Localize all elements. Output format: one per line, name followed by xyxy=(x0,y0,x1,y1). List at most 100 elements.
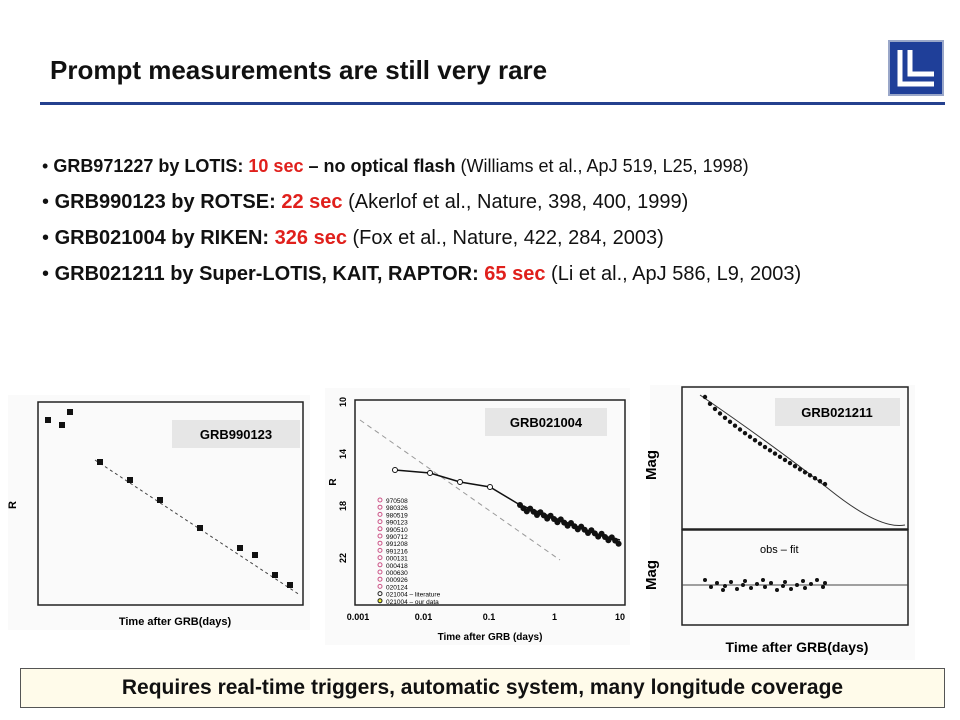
bullet-ref: (Fox et al., Nature, 422, 284, 2003) xyxy=(352,227,664,249)
point xyxy=(712,406,718,412)
point xyxy=(703,578,707,582)
point xyxy=(815,578,819,582)
legend-symbol xyxy=(377,576,383,582)
bullet-label: GRB990123 by ROTSE: xyxy=(54,191,276,213)
legend-symbol xyxy=(377,591,383,597)
x-label: Time after GRB(days) xyxy=(726,639,869,655)
legend-entry: 980326 xyxy=(386,505,408,512)
logo xyxy=(888,40,944,96)
point xyxy=(287,582,293,588)
bullet-time: 22 sec xyxy=(281,191,343,213)
y-tick-label: 22 xyxy=(338,553,348,563)
legend-symbol xyxy=(377,540,383,546)
point xyxy=(252,552,258,558)
point xyxy=(823,581,827,585)
fit-line xyxy=(359,419,561,561)
x-label: Time after GRB(days) xyxy=(119,616,232,628)
bullet-label: GRB971227 by LOTIS: xyxy=(53,156,244,176)
y-tick-label: 14 xyxy=(338,449,348,459)
bullet: • GRB021211 by Super-LOTIS, KAIT, RAPTOR… xyxy=(42,263,802,285)
x-tick-label: 10 xyxy=(615,612,625,622)
point xyxy=(737,427,743,432)
legend-symbol xyxy=(377,547,383,553)
point xyxy=(59,422,65,428)
point xyxy=(197,525,203,531)
x-tick-label: 0.1 xyxy=(483,612,496,622)
point xyxy=(741,583,745,587)
bullet-note: – no optical flash xyxy=(308,156,456,176)
bullet-list: • GRB971227 by LOTIS: 10 sec – no optica… xyxy=(42,152,927,296)
point xyxy=(722,415,728,420)
bullet-label: GRB021211 by Super-LOTIS, KAIT, RAPTOR: xyxy=(54,263,479,285)
plot-bg xyxy=(650,385,915,660)
y-tick-label: 18 xyxy=(338,501,348,511)
footer-box: Requires real-time triggers, automatic s… xyxy=(20,668,945,708)
legend-symbol xyxy=(377,497,383,503)
point xyxy=(707,401,713,407)
point xyxy=(392,467,398,473)
point xyxy=(797,467,803,472)
legend-entry: 991216 xyxy=(386,548,408,555)
point xyxy=(742,430,748,436)
legend-symbol xyxy=(377,562,383,568)
point xyxy=(157,497,163,503)
point xyxy=(237,545,243,551)
point xyxy=(755,582,759,586)
bullet-time: 10 sec xyxy=(248,156,304,176)
point xyxy=(803,586,807,590)
point xyxy=(792,464,798,469)
point xyxy=(127,477,133,483)
legend-symbol xyxy=(377,533,383,539)
slide-title: Prompt measurements are still very rare xyxy=(50,55,548,85)
legend-entry: 000131 xyxy=(386,556,408,563)
fit-curve xyxy=(699,394,906,527)
x-tick-label: 0.01 xyxy=(415,612,433,622)
point xyxy=(272,572,278,578)
legend-entry: 980519 xyxy=(386,512,408,519)
bullet: • GRB021004 by RIKEN: 326 sec (Fox et al… xyxy=(42,227,664,249)
bullet-ref: (Williams et al., ApJ 519, L25, 1998) xyxy=(460,156,749,176)
point xyxy=(762,444,768,450)
point xyxy=(709,585,713,589)
y-tick-label: 10 xyxy=(338,397,348,407)
point xyxy=(767,448,773,453)
point xyxy=(702,394,708,400)
point xyxy=(457,479,463,485)
point xyxy=(727,419,733,425)
point xyxy=(735,587,739,591)
point xyxy=(763,585,767,589)
point xyxy=(812,476,818,481)
y-label: Mag xyxy=(643,450,660,480)
point xyxy=(789,587,793,591)
legend-entry: 970508 xyxy=(386,498,408,505)
legend-entry: 000926 xyxy=(386,577,408,584)
legend-symbol xyxy=(377,504,383,510)
y-label: R xyxy=(328,478,339,486)
point xyxy=(821,585,825,589)
plot-frame xyxy=(681,386,909,530)
legend-entry: 990123 xyxy=(386,520,408,527)
point xyxy=(67,409,73,415)
title-rule xyxy=(40,102,945,105)
point xyxy=(783,580,787,584)
point xyxy=(795,583,799,587)
residual-frame xyxy=(681,529,909,626)
point xyxy=(822,481,828,487)
point xyxy=(487,484,493,490)
legend-entry: 020124 xyxy=(386,584,408,591)
point xyxy=(615,540,622,547)
legend-symbol xyxy=(377,519,383,525)
point xyxy=(427,470,433,476)
plot-tag: GRB021211 xyxy=(801,405,873,420)
point xyxy=(717,411,723,416)
bullet-time: 326 sec xyxy=(274,227,347,249)
x-tick-label: 1 xyxy=(552,612,557,622)
legend-symbol xyxy=(377,555,383,561)
point xyxy=(772,451,778,456)
y-label: R xyxy=(7,501,19,509)
point xyxy=(769,581,773,585)
legend-entry: 021004 – literature xyxy=(386,592,441,599)
point xyxy=(802,470,808,475)
point xyxy=(809,582,813,586)
